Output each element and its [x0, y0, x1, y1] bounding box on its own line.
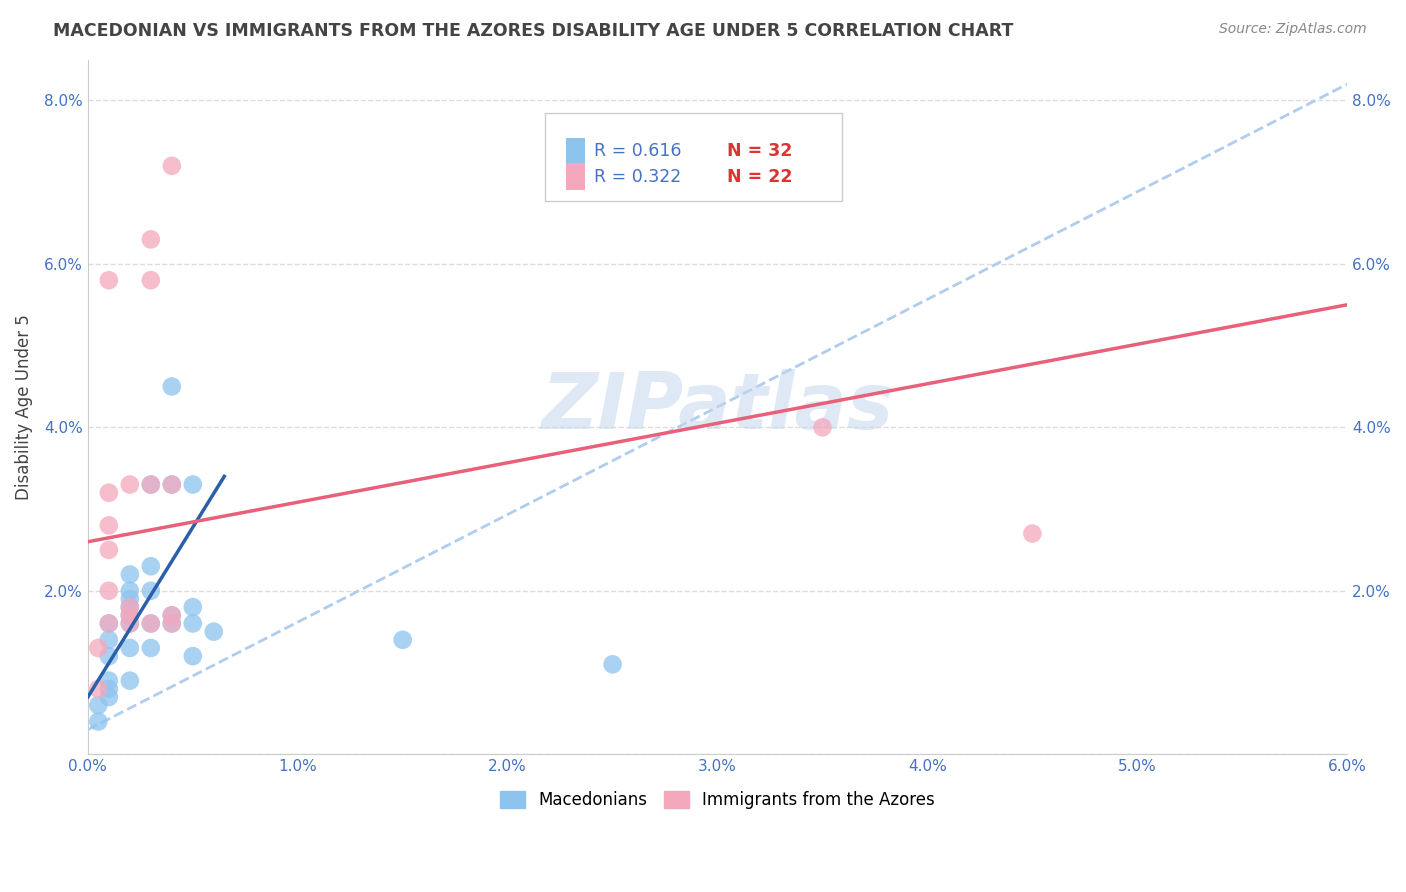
Point	[97, 542, 120, 557]
Point	[118, 477, 141, 491]
Point	[118, 616, 141, 631]
Point	[181, 477, 204, 491]
Point	[118, 567, 141, 582]
Point	[118, 600, 141, 615]
Point	[139, 477, 162, 491]
Text: MACEDONIAN VS IMMIGRANTS FROM THE AZORES DISABILITY AGE UNDER 5 CORRELATION CHAR: MACEDONIAN VS IMMIGRANTS FROM THE AZORES…	[53, 22, 1014, 40]
Point	[97, 673, 120, 688]
Point	[97, 616, 120, 631]
Legend: Macedonians, Immigrants from the Azores: Macedonians, Immigrants from the Azores	[494, 784, 942, 815]
Y-axis label: Disability Age Under 5: Disability Age Under 5	[15, 314, 32, 500]
Point	[118, 600, 141, 615]
Point	[118, 673, 141, 688]
Point	[87, 640, 110, 655]
Point	[139, 559, 162, 574]
Point	[97, 273, 120, 287]
Point	[602, 657, 624, 672]
Point	[118, 640, 141, 655]
Point	[160, 477, 183, 491]
Text: ZIPatlas: ZIPatlas	[541, 369, 894, 445]
Point	[160, 608, 183, 623]
Point	[97, 583, 120, 598]
Point	[811, 420, 834, 434]
Point	[97, 649, 120, 664]
Point	[160, 608, 183, 623]
Point	[139, 232, 162, 246]
Point	[87, 681, 110, 696]
Point	[87, 714, 110, 729]
Point	[118, 608, 141, 623]
Point	[181, 616, 204, 631]
Text: R = 0.616: R = 0.616	[595, 143, 682, 161]
Point	[97, 690, 120, 704]
Point	[139, 583, 162, 598]
Point	[181, 649, 204, 664]
Point	[118, 583, 141, 598]
Point	[97, 485, 120, 500]
Text: N = 22: N = 22	[727, 168, 793, 186]
Point	[97, 681, 120, 696]
Text: N = 32: N = 32	[727, 143, 793, 161]
Point	[97, 518, 120, 533]
Point	[139, 477, 162, 491]
Point	[118, 591, 141, 606]
Point	[87, 698, 110, 713]
Point	[97, 632, 120, 647]
Point	[118, 616, 141, 631]
Point	[391, 632, 413, 647]
Point	[160, 159, 183, 173]
Point	[160, 379, 183, 393]
Point	[160, 477, 183, 491]
Point	[139, 616, 162, 631]
Point	[97, 616, 120, 631]
Point	[202, 624, 225, 639]
Point	[118, 608, 141, 623]
Point	[139, 640, 162, 655]
Point	[160, 616, 183, 631]
Text: R = 0.322: R = 0.322	[595, 168, 682, 186]
Point	[139, 273, 162, 287]
Point	[181, 600, 204, 615]
Point	[139, 616, 162, 631]
Point	[160, 616, 183, 631]
Text: Source: ZipAtlas.com: Source: ZipAtlas.com	[1219, 22, 1367, 37]
Point	[1021, 526, 1043, 541]
